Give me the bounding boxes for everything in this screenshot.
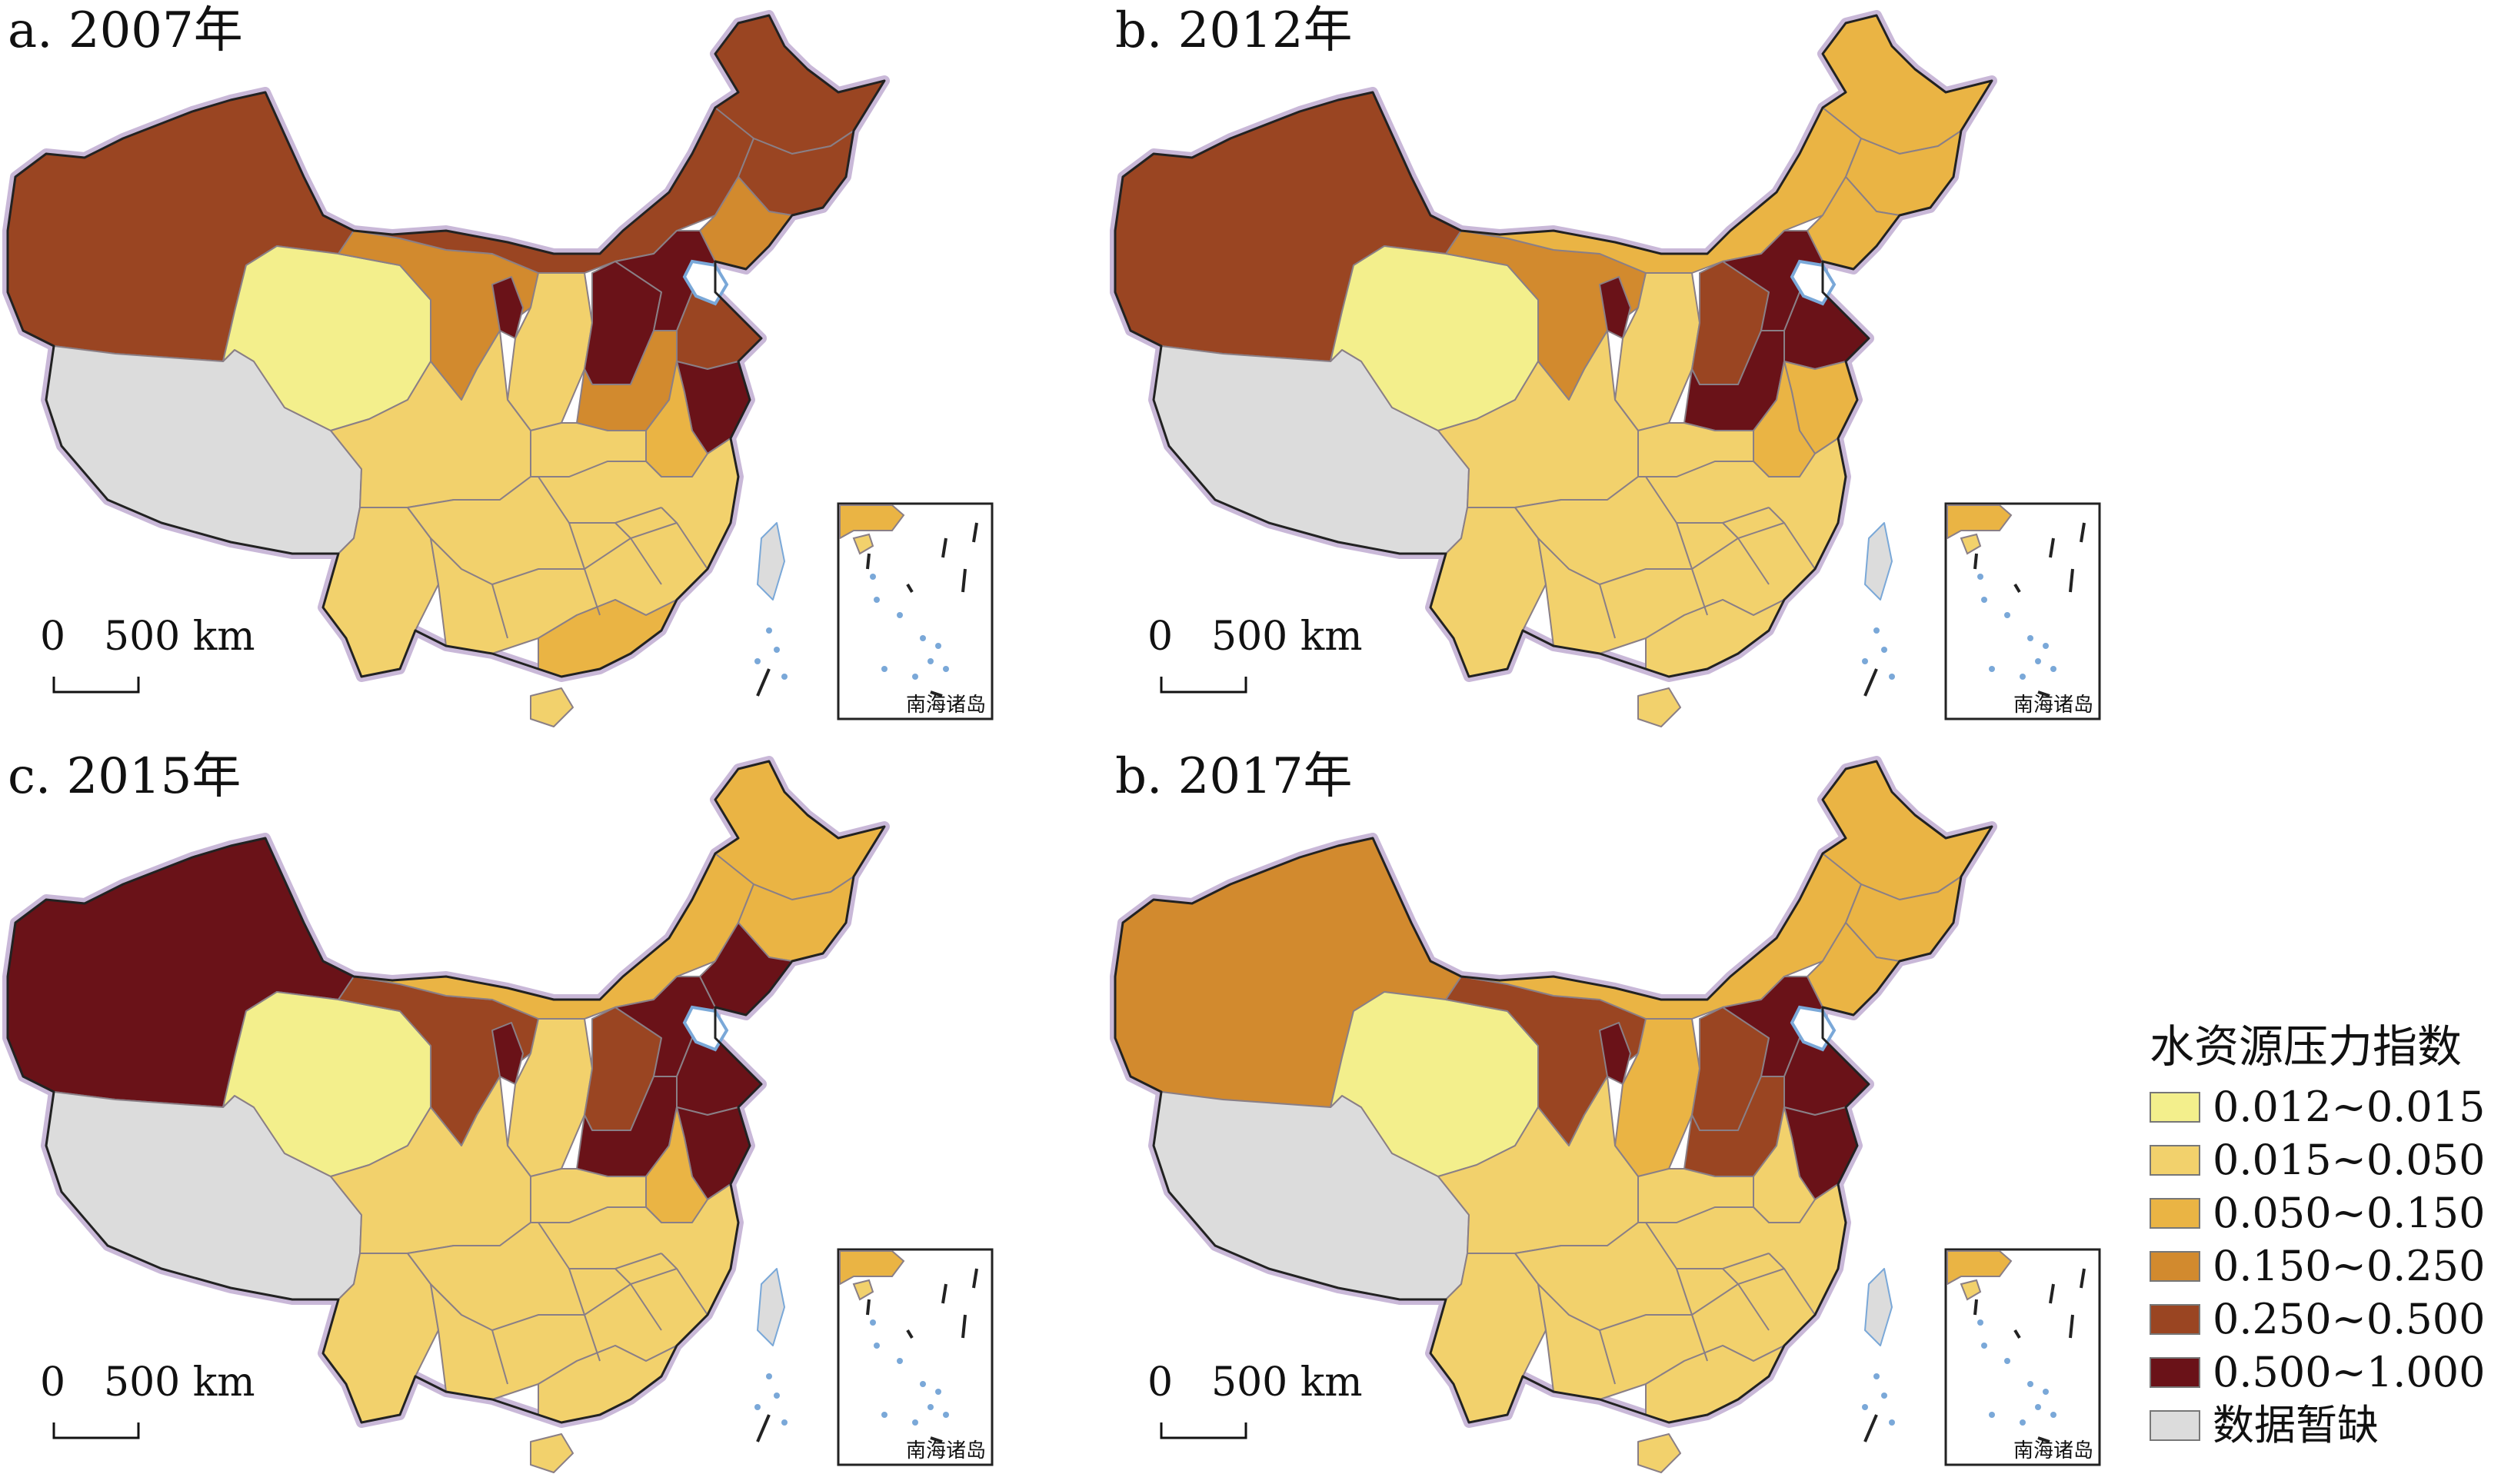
legend-label: 数据暂缺 bbox=[2213, 1400, 2379, 1449]
panel-title: c. 2015年 bbox=[8, 748, 241, 805]
legend-label: 0.150~0.250 bbox=[2213, 1241, 2486, 1290]
panel-title: b. 2017年 bbox=[1115, 748, 1353, 805]
region-hainan bbox=[530, 687, 574, 727]
inset-label: 南海诸岛 bbox=[906, 1439, 986, 1462]
map-panel-2017: b. 2017年 0 500 km 南海诸岛 bbox=[1107, 746, 2215, 1484]
inset-label: 南海诸岛 bbox=[2013, 1439, 2093, 1462]
legend-item: 0.050~0.150 bbox=[2150, 1186, 2503, 1239]
region-taiwan bbox=[757, 522, 785, 601]
scale-bar bbox=[52, 677, 140, 694]
legend-label: 0.500~1.000 bbox=[2213, 1347, 2486, 1396]
china-map: 0 500 km 南海诸岛 bbox=[1110, 756, 2101, 1473]
legend-swatch bbox=[2150, 1303, 2200, 1335]
legend-swatch bbox=[2150, 1144, 2200, 1176]
china-map: 0 500 km 南海诸岛 bbox=[2, 10, 994, 727]
region-ningxia bbox=[491, 276, 524, 339]
scale-zero: 0 bbox=[1147, 1359, 1173, 1406]
scale-label: 500 km bbox=[1211, 614, 1363, 660]
region-taiwan bbox=[757, 1268, 785, 1346]
legend-swatch bbox=[2150, 1091, 2200, 1123]
south-china-sea-inset: 南海诸岛 bbox=[1944, 502, 2101, 720]
legend-swatch bbox=[2150, 1356, 2200, 1388]
legend-item: 0.250~0.500 bbox=[2150, 1293, 2503, 1346]
region-taiwan bbox=[1864, 522, 1893, 601]
legend-swatch bbox=[2150, 1409, 2200, 1441]
map-panel-2015: c. 2015年 0 500 km 南海诸岛 bbox=[0, 746, 1107, 1484]
scale-label: 500 km bbox=[104, 614, 255, 660]
south-china-sea-inset: 南海诸岛 bbox=[837, 1248, 994, 1466]
legend-title: 水资源压力指数 bbox=[2150, 1020, 2463, 1073]
scale-label: 500 km bbox=[1211, 1359, 1363, 1406]
scale-zero: 0 bbox=[40, 1359, 65, 1406]
legend-item: 数据暂缺 bbox=[2150, 1399, 2503, 1452]
region-hainan bbox=[1637, 1433, 1681, 1473]
legend-label: 0.012~0.015 bbox=[2213, 1082, 2486, 1131]
region-ningxia bbox=[1599, 276, 1631, 339]
scale-label: 500 km bbox=[104, 1359, 255, 1406]
region-hainan bbox=[1637, 687, 1681, 727]
legend-label: 0.050~0.150 bbox=[2213, 1188, 2486, 1237]
scale-bar bbox=[1160, 677, 1247, 694]
scale-bar bbox=[1160, 1422, 1247, 1439]
legend-item: 0.012~0.015 bbox=[2150, 1080, 2503, 1133]
region-ningxia bbox=[1599, 1022, 1631, 1085]
china-map: 0 500 km 南海诸岛 bbox=[1110, 10, 2101, 727]
region-hainan bbox=[530, 1433, 574, 1473]
china-map: 0 500 km 南海诸岛 bbox=[2, 756, 994, 1473]
inset-label: 南海诸岛 bbox=[906, 694, 986, 717]
map-panel-2012: b. 2012年 0 500 km 南海诸岛 bbox=[1107, 0, 2215, 738]
inset-label: 南海诸岛 bbox=[2013, 694, 2093, 717]
south-china-sea-inset: 南海诸岛 bbox=[837, 502, 994, 720]
scale-bar bbox=[52, 1422, 140, 1439]
panel-title: b. 2012年 bbox=[1115, 2, 1353, 59]
legend-item: 0.015~0.050 bbox=[2150, 1133, 2503, 1186]
legend: 水资源压力指数 0.012~0.015 0.015~0.050 0.050~0.15… bbox=[2150, 1019, 2503, 1452]
legend-label: 0.250~0.500 bbox=[2213, 1294, 2486, 1343]
region-ningxia bbox=[491, 1022, 524, 1085]
panel-title: a. 2007年 bbox=[8, 2, 243, 59]
legend-swatch bbox=[2150, 1250, 2200, 1282]
legend-swatch bbox=[2150, 1197, 2200, 1229]
region-taiwan bbox=[1864, 1268, 1893, 1346]
south-china-sea-inset: 南海诸岛 bbox=[1944, 1248, 2101, 1466]
legend-item: 0.150~0.250 bbox=[2150, 1239, 2503, 1293]
scale-zero: 0 bbox=[1147, 614, 1173, 660]
scale-zero: 0 bbox=[40, 614, 65, 660]
map-panel-2007: a. 2007年 0 500 km 南海诸岛 bbox=[0, 0, 1107, 738]
legend-item: 0.500~1.000 bbox=[2150, 1346, 2503, 1399]
legend-label: 0.015~0.050 bbox=[2213, 1135, 2486, 1184]
